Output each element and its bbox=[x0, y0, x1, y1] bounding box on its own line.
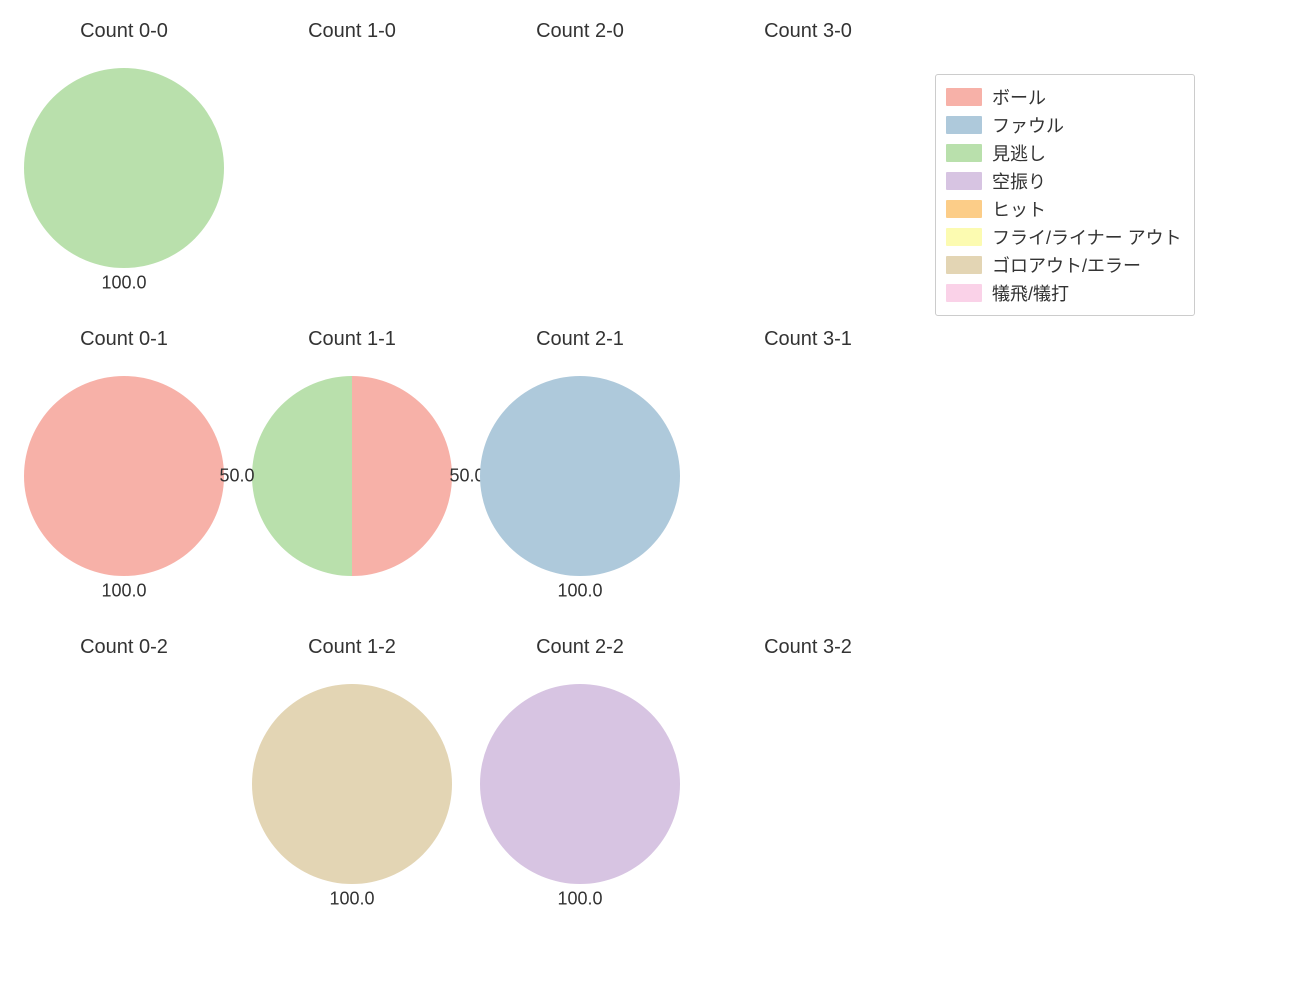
legend-label: ボール bbox=[992, 84, 1046, 110]
legend-swatch bbox=[946, 172, 982, 190]
subplot-cell: Count 3-1 bbox=[694, 328, 922, 628]
subplot-cell: Count 0-2 bbox=[10, 636, 238, 936]
slice-label: 100.0 bbox=[557, 889, 602, 910]
legend-swatch bbox=[946, 200, 982, 218]
legend-label: 犠飛/犠打 bbox=[992, 280, 1069, 306]
legend-swatch bbox=[946, 116, 982, 134]
pie-slice bbox=[480, 684, 680, 884]
subplot-title: Count 2-2 bbox=[466, 636, 694, 659]
pie-slice bbox=[352, 376, 452, 576]
slice-label: 100.0 bbox=[557, 581, 602, 602]
subplot-cell: Count 1-2 100.0 bbox=[238, 636, 466, 936]
pie-slice bbox=[24, 68, 224, 268]
legend-row: ボール bbox=[946, 83, 1182, 111]
legend-label: ヒット bbox=[992, 196, 1046, 222]
pie-wrap: 100.0 bbox=[24, 376, 224, 576]
subplot-cell: Count 2-1 100.0 bbox=[466, 328, 694, 628]
subplot-title: Count 1-0 bbox=[238, 20, 466, 43]
legend-label: 空振り bbox=[992, 168, 1046, 194]
legend-row: 見逃し bbox=[946, 139, 1182, 167]
legend-label: 見逃し bbox=[992, 140, 1046, 166]
subplot-title: Count 0-0 bbox=[10, 20, 238, 43]
subplot-cell: Count 0-0 100.0 bbox=[10, 20, 238, 320]
legend-swatch bbox=[946, 284, 982, 302]
pie-chart bbox=[252, 684, 452, 884]
chart-canvas: Count 0-0100.0Count 1-0Count 2-0Count 3-… bbox=[0, 0, 1300, 1000]
subplot-title: Count 3-0 bbox=[694, 20, 922, 43]
legend-label: フライ/ライナー アウト bbox=[992, 224, 1182, 250]
legend: ボールファウル見逃し空振りヒットフライ/ライナー アウトゴロアウト/エラー犠飛/… bbox=[935, 74, 1195, 316]
legend-swatch bbox=[946, 256, 982, 274]
legend-swatch bbox=[946, 144, 982, 162]
legend-label: ゴロアウト/エラー bbox=[992, 252, 1141, 278]
pie-chart bbox=[24, 376, 224, 576]
slice-label: 100.0 bbox=[101, 273, 146, 294]
pie-slice bbox=[252, 684, 452, 884]
pie-wrap: 50.050.0 bbox=[252, 376, 452, 576]
pie-chart bbox=[480, 376, 680, 576]
subplot-title: Count 2-1 bbox=[466, 328, 694, 351]
subplot-title: Count 3-2 bbox=[694, 636, 922, 659]
pie-wrap: 100.0 bbox=[480, 376, 680, 576]
subplot-title: Count 3-1 bbox=[694, 328, 922, 351]
subplot-title: Count 2-0 bbox=[466, 20, 694, 43]
legend-row: フライ/ライナー アウト bbox=[946, 223, 1182, 251]
legend-row: ゴロアウト/エラー bbox=[946, 251, 1182, 279]
subplot-title: Count 0-1 bbox=[10, 328, 238, 351]
pie-wrap: 100.0 bbox=[480, 684, 680, 884]
slice-label: 100.0 bbox=[101, 581, 146, 602]
legend-row: ヒット bbox=[946, 195, 1182, 223]
pie-wrap: 100.0 bbox=[24, 68, 224, 268]
legend-row: ファウル bbox=[946, 111, 1182, 139]
subplot-cell: Count 2-0 bbox=[466, 20, 694, 320]
subplot-cell: Count 0-1 100.0 bbox=[10, 328, 238, 628]
legend-row: 犠飛/犠打 bbox=[946, 279, 1182, 307]
pie-wrap: 100.0 bbox=[252, 684, 452, 884]
slice-label: 100.0 bbox=[329, 889, 374, 910]
subplot-title: Count 1-2 bbox=[238, 636, 466, 659]
legend-swatch bbox=[946, 228, 982, 246]
legend-label: ファウル bbox=[992, 112, 1064, 138]
pie-slice bbox=[24, 376, 224, 576]
legend-swatch bbox=[946, 88, 982, 106]
pie-slice bbox=[252, 376, 352, 576]
subplot-cell: Count 2-2 100.0 bbox=[466, 636, 694, 936]
pie-slice bbox=[480, 376, 680, 576]
subplot-cell: Count 3-0 bbox=[694, 20, 922, 320]
slice-label: 50.0 bbox=[219, 466, 254, 487]
pie-chart bbox=[24, 68, 224, 268]
pie-chart bbox=[252, 376, 452, 576]
subplot-title: Count 1-1 bbox=[238, 328, 466, 351]
subplot-cell: Count 1-0 bbox=[238, 20, 466, 320]
legend-row: 空振り bbox=[946, 167, 1182, 195]
subplot-cell: Count 1-1 50.050.0 bbox=[238, 328, 466, 628]
subplot-title: Count 0-2 bbox=[10, 636, 238, 659]
pie-chart bbox=[480, 684, 680, 884]
subplot-cell: Count 3-2 bbox=[694, 636, 922, 936]
